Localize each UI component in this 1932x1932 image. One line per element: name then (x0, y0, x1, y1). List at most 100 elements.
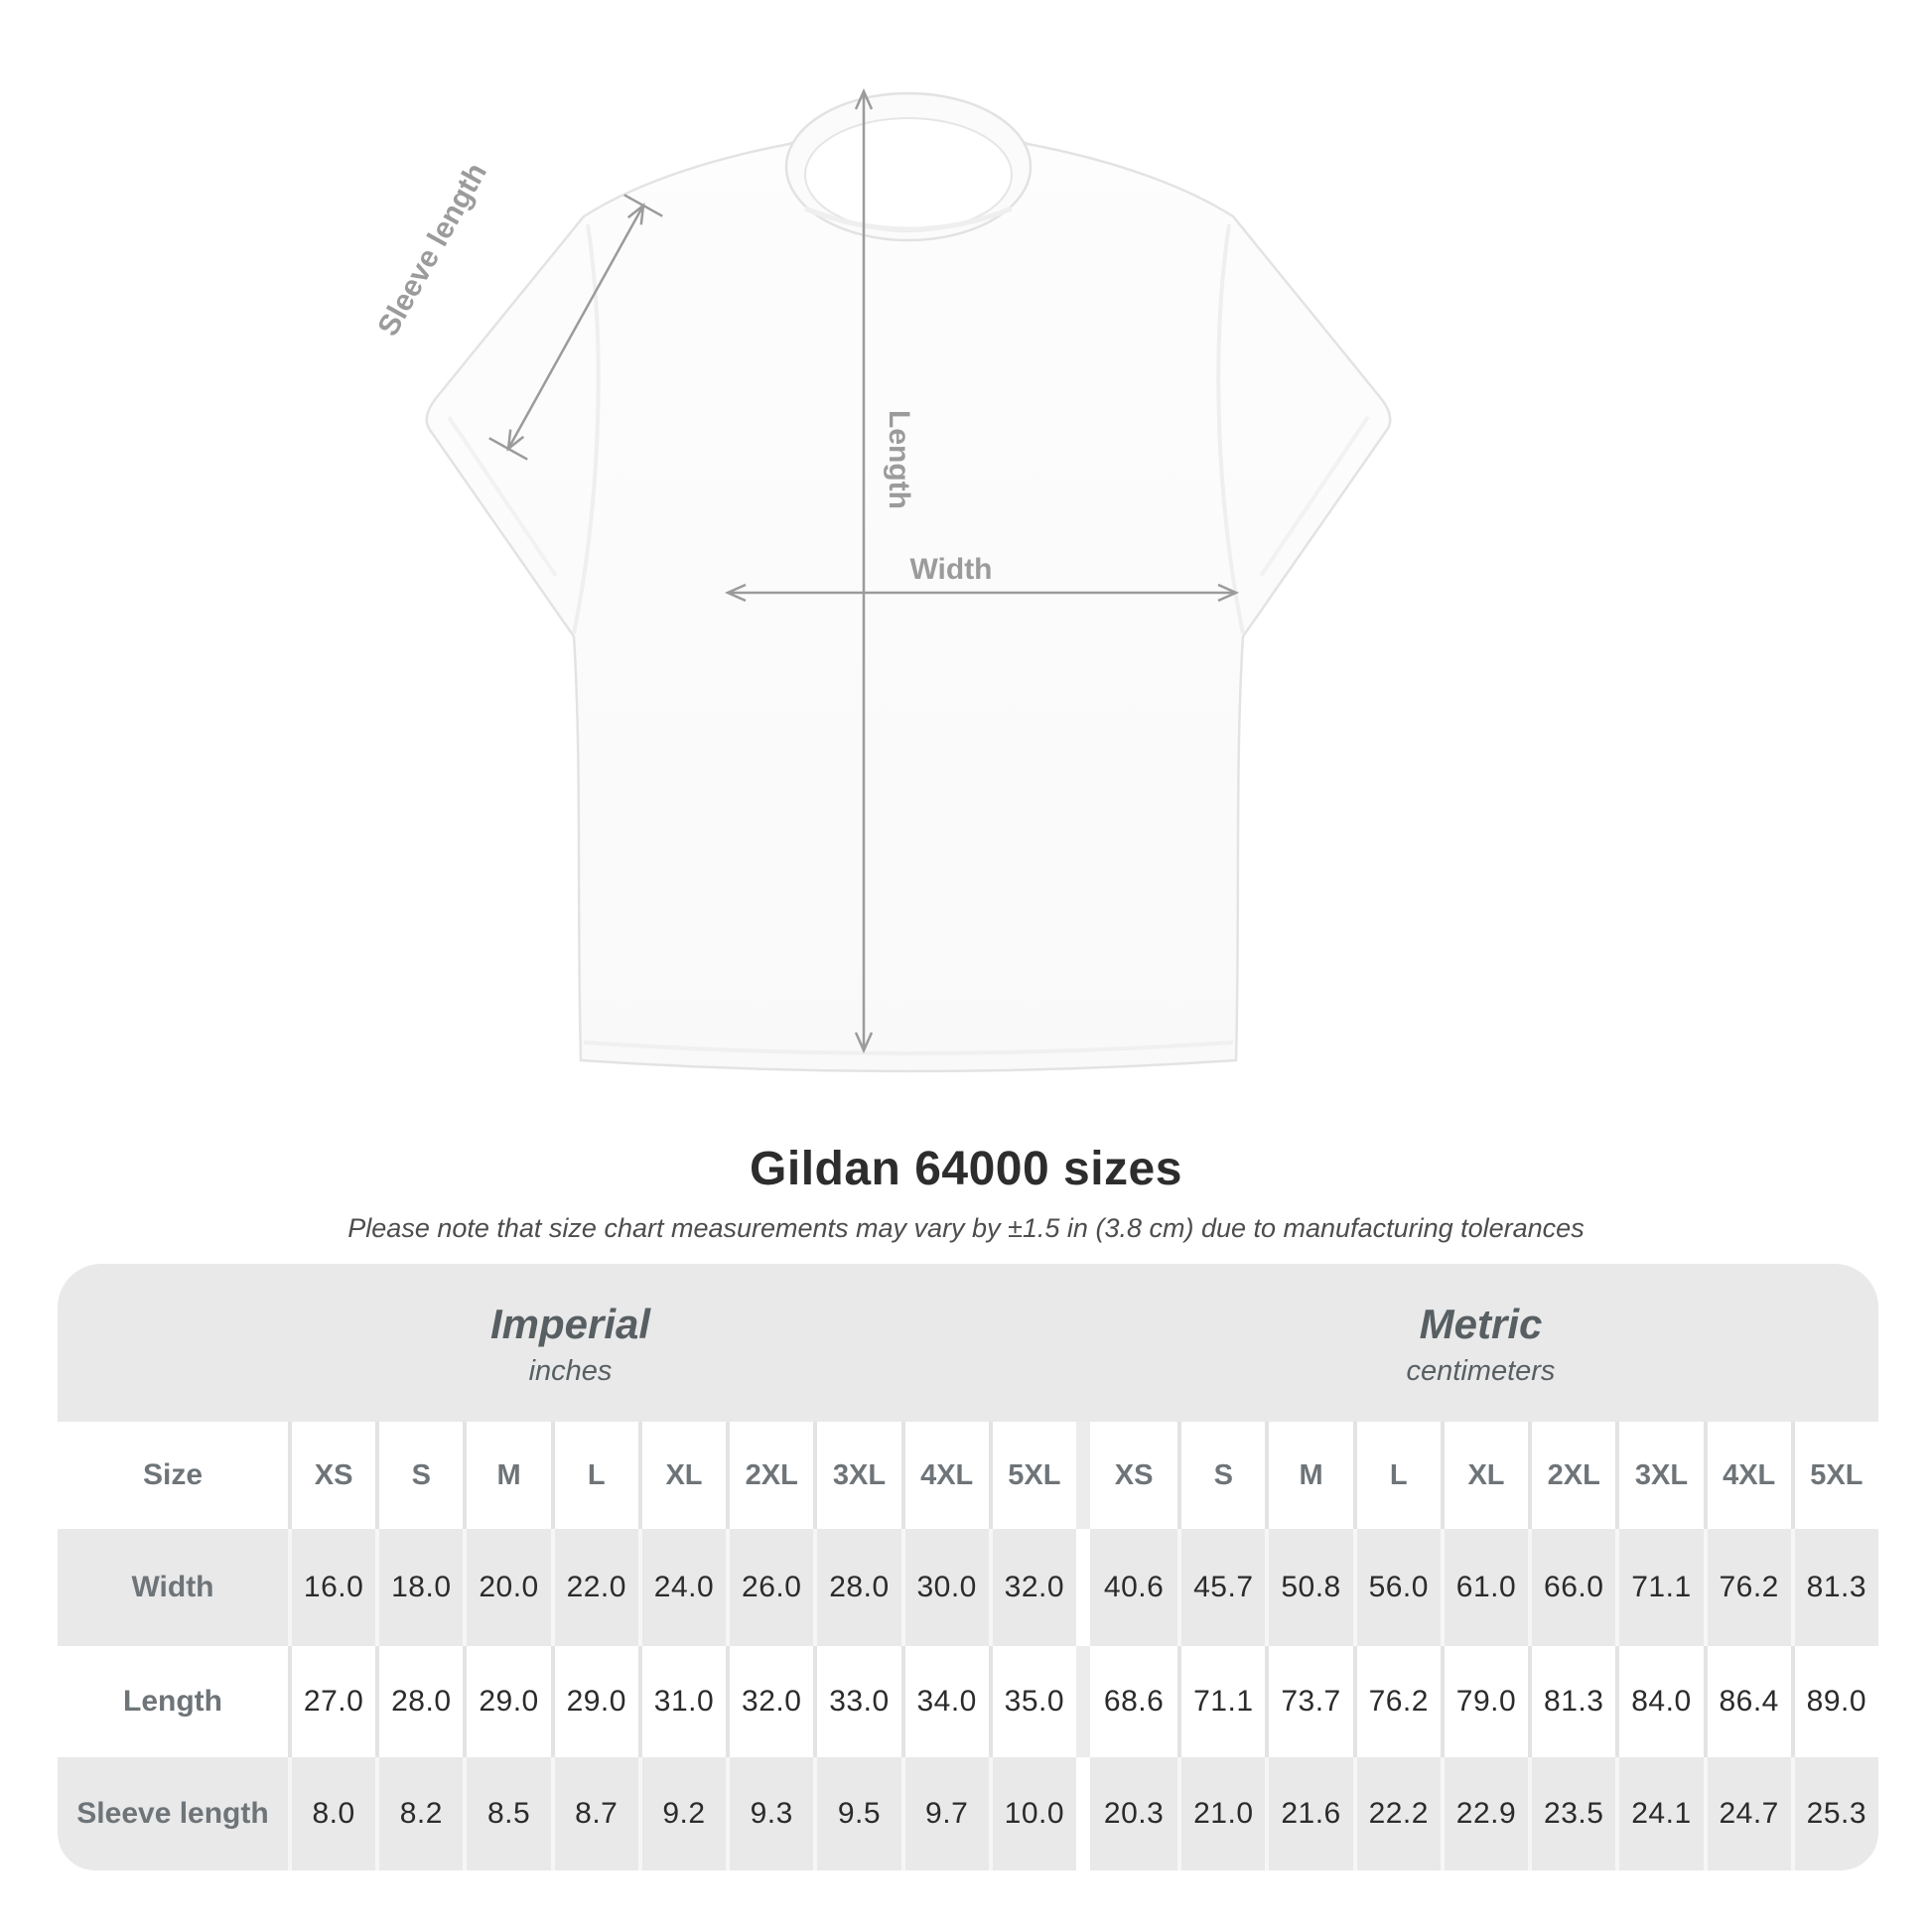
size-column-header: 2XL (1528, 1422, 1615, 1529)
value-cell: 9.5 (813, 1757, 900, 1870)
value-cell: 28.0 (813, 1529, 900, 1646)
size-table: Imperial inches Metric centimeters Size X… (58, 1264, 1878, 1870)
size-column-header: 3XL (1615, 1422, 1703, 1529)
value-cell: 32.0 (988, 1529, 1076, 1646)
tshirt-photo (425, 91, 1392, 1073)
value-cell: 45.7 (1177, 1529, 1265, 1646)
value-cell: 29.0 (463, 1646, 550, 1757)
value-cell: 79.0 (1440, 1646, 1528, 1757)
imperial-group-header: Imperial inches (58, 1264, 1083, 1422)
value-cell: 20.3 (1103, 1797, 1165, 1830)
value-cell: 73.7 (1265, 1646, 1352, 1757)
value-cell: 9.7 (900, 1757, 989, 1870)
value-cell: 30.0 (900, 1529, 989, 1646)
dimension-lines (488, 87, 1240, 1054)
value-cell: 66.0 (1528, 1529, 1615, 1646)
value-cell: 81.3 (1790, 1529, 1878, 1646)
group-spacer (1075, 1529, 1090, 1646)
value-cell: 8.5 (463, 1757, 550, 1870)
value-cell: 84.0 (1615, 1646, 1703, 1757)
value-cell: 9.3 (726, 1757, 813, 1870)
value-cell: 76.2 (1703, 1529, 1791, 1646)
value-cell: 29.0 (550, 1646, 638, 1757)
length-label: Length (883, 410, 915, 509)
value-cell: 21.6 (1265, 1757, 1352, 1870)
size-column-header: 2XL (726, 1422, 813, 1529)
value-cell: 25.3 (1790, 1757, 1878, 1870)
value-cell: 24.7 (1703, 1757, 1791, 1870)
tshirt-image: Sleeve length Length Width (371, 87, 1392, 1073)
imperial-unit-label: inches (528, 1355, 613, 1387)
value-cell: 34.0 (900, 1646, 989, 1757)
tshirt-diagram: Sleeve length Length Width (371, 87, 1392, 1073)
value-cell: 18.0 (375, 1529, 463, 1646)
value-cell: 68.6 (1103, 1685, 1165, 1718)
width-dimension-line (724, 583, 1240, 603)
value-cell: 22.2 (1352, 1757, 1441, 1870)
measurement-row: Sleeve length 8.0 8.2 8.5 8.7 9.2 9.3 9.5 9.7 10.… (58, 1757, 1878, 1870)
measurement-row: Length 27.0 28.0 29.0 29.0 31.0 32.0 33.0 34.0 35… (58, 1646, 1878, 1757)
size-column-header: 4XL (900, 1422, 989, 1529)
sleeve-length-label: Sleeve length (371, 158, 493, 342)
size-column-header: S (1177, 1422, 1265, 1529)
value-cell: 33.0 (813, 1646, 900, 1757)
value-cell: 20.0 (463, 1529, 550, 1646)
value-cell: 27.0 (288, 1646, 375, 1757)
size-column-header: Size (142, 1458, 204, 1491)
row-label: Sleeve length (76, 1797, 269, 1830)
size-column-header: XL (637, 1422, 726, 1529)
value-cell: 31.0 (637, 1646, 726, 1757)
metric-group-header: Metric centimeters (1083, 1264, 1878, 1422)
value-cell: 22.0 (550, 1529, 638, 1646)
value-cell: 8.7 (550, 1757, 638, 1870)
value-cell: 16.0 (288, 1529, 375, 1646)
metric-unit-label: centimeters (1406, 1355, 1556, 1387)
size-column-header: M (463, 1422, 550, 1529)
value-cell: 71.1 (1177, 1646, 1265, 1757)
value-cell: 56.0 (1352, 1529, 1441, 1646)
row-label: Width (131, 1571, 214, 1603)
size-column-header: 5XL (1790, 1422, 1878, 1529)
group-spacer (1075, 1757, 1090, 1870)
row-label: Length (123, 1685, 222, 1718)
size-column-header: L (550, 1422, 638, 1529)
value-cell: 86.4 (1703, 1646, 1791, 1757)
size-column-header: 5XL (988, 1422, 1076, 1529)
value-cell: 50.8 (1265, 1529, 1352, 1646)
size-column-header: XS (1114, 1458, 1154, 1491)
imperial-label: Imperial (489, 1301, 651, 1347)
size-column-header: 3XL (813, 1422, 900, 1529)
value-cell: 10.0 (988, 1757, 1076, 1870)
size-column-header: XS (288, 1422, 375, 1529)
value-cell: 24.0 (637, 1529, 726, 1646)
tolerance-note: Please note that size chart measurements… (347, 1213, 1585, 1243)
value-cell: 35.0 (988, 1646, 1076, 1757)
value-cell: 32.0 (726, 1646, 813, 1757)
size-column-header: XL (1440, 1422, 1528, 1529)
value-cell: 40.6 (1103, 1571, 1165, 1603)
size-table-body: Size XS S M L XL 2XL 3XL 4XL 5XL XS S M L XL 2XL 3XL 4XL 5… (58, 1422, 1878, 1870)
value-cell: 89.0 (1790, 1646, 1878, 1757)
value-cell: 76.2 (1352, 1646, 1441, 1757)
value-cell: 21.0 (1177, 1757, 1265, 1870)
value-cell: 28.0 (375, 1646, 463, 1757)
value-cell: 9.2 (637, 1757, 726, 1870)
sleeve-dimension-line (488, 194, 663, 461)
value-cell: 24.1 (1615, 1757, 1703, 1870)
group-spacer (1075, 1422, 1090, 1529)
size-column-header: L (1352, 1422, 1441, 1529)
unit-group-header: Imperial inches Metric centimeters (58, 1264, 1878, 1422)
value-cell: 61.0 (1440, 1529, 1528, 1646)
value-cell: 22.9 (1440, 1757, 1528, 1870)
measurement-row: Width 16.0 18.0 20.0 22.0 24.0 26.0 28.0 30.0 32.… (58, 1529, 1878, 1646)
group-spacer (1075, 1646, 1090, 1757)
size-header-row: Size XS S M L XL 2XL 3XL 4XL 5XL XS S M L XL 2XL 3XL 4XL 5… (58, 1422, 1878, 1529)
size-column-header: S (375, 1422, 463, 1529)
value-cell: 23.5 (1528, 1757, 1615, 1870)
length-dimension-line (854, 87, 874, 1054)
value-cell: 26.0 (726, 1529, 813, 1646)
width-label: Width (909, 553, 992, 586)
value-cell: 8.0 (288, 1757, 375, 1870)
metric-label: Metric (1419, 1301, 1543, 1347)
